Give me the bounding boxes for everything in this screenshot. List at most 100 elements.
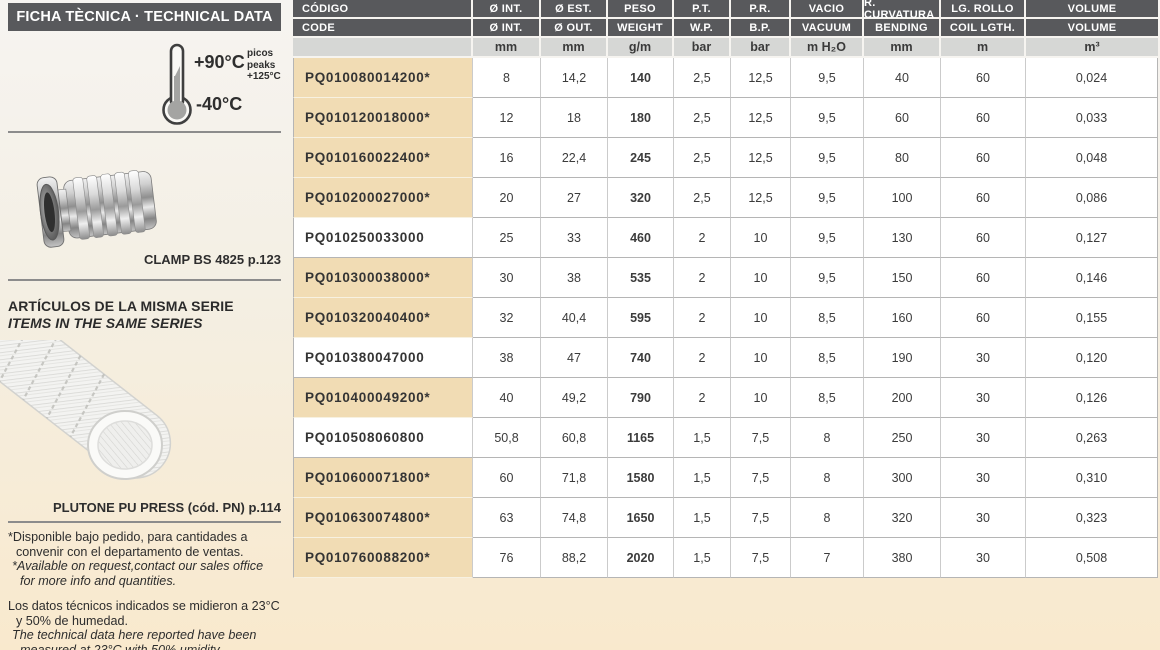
value-cell: 60 <box>941 138 1026 178</box>
value-cell: 0,048 <box>1026 138 1158 178</box>
value-cell: 88,2 <box>541 538 608 578</box>
unit-cell: m³ <box>1026 38 1158 58</box>
value-cell: 60 <box>864 98 941 138</box>
table-row: PQ010508060800 50,8 60,8 1165 1,5 7,5 8 250 30 0,… <box>293 418 1158 458</box>
value-cell: 9,5 <box>791 58 864 98</box>
product-code-cell: PQ010600071800* <box>293 458 473 498</box>
value-cell: 2 <box>674 218 731 258</box>
product-code-cell: PQ010300038000* <box>293 258 473 298</box>
table-row: PQ010160022400* 16 22,4 245 2,5 12,5 9,5 80 60 0,… <box>293 138 1158 178</box>
value-cell: 1,5 <box>674 538 731 578</box>
value-cell: 0,033 <box>1026 98 1158 138</box>
value-cell: 60 <box>941 58 1026 98</box>
unit-cell <box>293 38 473 58</box>
temp-peaks-label: picos peaks +125°C <box>247 48 281 83</box>
value-cell: 8 <box>473 58 541 98</box>
header-cell: P.T. <box>674 0 731 19</box>
value-cell: 2 <box>674 338 731 378</box>
header-cell: Ø EST. <box>541 0 608 19</box>
value-cell: 200 <box>864 378 941 418</box>
header-cell: P.R. <box>731 0 791 19</box>
clamp-fitting-image <box>36 170 157 248</box>
value-cell: 0,310 <box>1026 458 1158 498</box>
hose-caption: PLUTONE PU PRESS (cód. PN) p.114 <box>52 500 281 515</box>
technical-data-table: CÓDIGO Ø INT. Ø EST. PESO P.T. P.R. VACIO R. CU… <box>293 0 1158 578</box>
product-code-cell: PQ010080014200* <box>293 58 473 98</box>
footnote-measured-es: Los datos técnicos indicados se midieron… <box>8 599 280 628</box>
value-cell: 38 <box>473 338 541 378</box>
value-cell: 0,024 <box>1026 58 1158 98</box>
value-cell: 1165 <box>608 418 674 458</box>
value-cell: 2 <box>674 258 731 298</box>
value-cell: 7,5 <box>731 418 791 458</box>
value-cell: 190 <box>864 338 941 378</box>
value-cell: 0,146 <box>1026 258 1158 298</box>
header-cell: Ø INT. <box>473 19 541 38</box>
header-cell: W.P. <box>674 19 731 38</box>
value-cell: 7 <box>791 538 864 578</box>
value-cell: 0,508 <box>1026 538 1158 578</box>
value-cell: 7,5 <box>731 458 791 498</box>
hose-image <box>0 340 172 480</box>
value-cell: 12,5 <box>731 138 791 178</box>
header-cell: WEIGHT <box>608 19 674 38</box>
value-cell: 30 <box>941 498 1026 538</box>
value-cell: 2 <box>674 298 731 338</box>
product-code-cell: PQ010400049200* <box>293 378 473 418</box>
value-cell: 30 <box>941 458 1026 498</box>
product-code-cell: PQ010250033000 <box>293 218 473 258</box>
header-cell: PESO <box>608 0 674 19</box>
value-cell: 25 <box>473 218 541 258</box>
temp-min-label: -40°C <box>196 94 243 114</box>
value-cell: 74,8 <box>541 498 608 538</box>
header-cell: VOLUME <box>1026 0 1158 19</box>
value-cell: 33 <box>541 218 608 258</box>
value-cell: 9,5 <box>791 178 864 218</box>
footnotes: *Disponible bajo pedido, para cantidades… <box>8 530 280 650</box>
value-cell: 10 <box>731 218 791 258</box>
value-cell: 40 <box>473 378 541 418</box>
product-code-cell: PQ010320040400* <box>293 298 473 338</box>
divider <box>8 279 281 281</box>
value-cell: 100 <box>864 178 941 218</box>
value-cell: 8,5 <box>791 298 864 338</box>
value-cell: 0,126 <box>1026 378 1158 418</box>
value-cell: 12,5 <box>731 98 791 138</box>
value-cell: 790 <box>608 378 674 418</box>
value-cell: 250 <box>864 418 941 458</box>
value-cell: 12 <box>473 98 541 138</box>
divider <box>8 521 281 523</box>
header-cell: VACUUM <box>791 19 864 38</box>
value-cell: 8,5 <box>791 378 864 418</box>
value-cell: 2 <box>674 378 731 418</box>
value-cell: 1,5 <box>674 498 731 538</box>
value-cell: 22,4 <box>541 138 608 178</box>
value-cell: 2,5 <box>674 178 731 218</box>
header-cell: VACIO <box>791 0 864 19</box>
peaks-es: picos <box>247 48 274 59</box>
unit-cell: mm <box>541 38 608 58</box>
unit-cell: m <box>941 38 1026 58</box>
value-cell: 80 <box>864 138 941 178</box>
header-cell: R. CURVATURA <box>864 0 941 21</box>
peaks-value: +125°C <box>247 71 281 82</box>
value-cell: 0,120 <box>1026 338 1158 378</box>
value-cell: 130 <box>864 218 941 258</box>
value-cell: 50,8 <box>473 418 541 458</box>
header-cell: VOLUME <box>1026 19 1158 38</box>
value-cell: 380 <box>864 538 941 578</box>
table-header-row-en: CODE Ø INT. Ø OUT. WEIGHT W.P. B.P. VACUUM BEND… <box>293 19 1158 38</box>
value-cell: 0,155 <box>1026 298 1158 338</box>
value-cell: 10 <box>731 298 791 338</box>
table-row: PQ010380047000 38 47 740 2 10 8,5 190 30 0,120 <box>293 338 1158 378</box>
table-row: PQ010760088200* 76 88,2 2020 1,5 7,5 7 380 30 0,5… <box>293 538 1158 578</box>
product-code-cell: PQ010630074800* <box>293 498 473 538</box>
value-cell: 60 <box>941 258 1026 298</box>
value-cell: 12,5 <box>731 58 791 98</box>
table-row: PQ010600071800* 60 71,8 1580 1,5 7,5 8 300 30 0,3… <box>293 458 1158 498</box>
value-cell: 10 <box>731 338 791 378</box>
value-cell: 2,5 <box>674 138 731 178</box>
table-row: PQ010400049200* 40 49,2 790 2 10 8,5 200 30 0,126 <box>293 378 1158 418</box>
value-cell: 320 <box>864 498 941 538</box>
table-row: PQ010200027000* 20 27 320 2,5 12,5 9,5 100 60 0,0… <box>293 178 1158 218</box>
